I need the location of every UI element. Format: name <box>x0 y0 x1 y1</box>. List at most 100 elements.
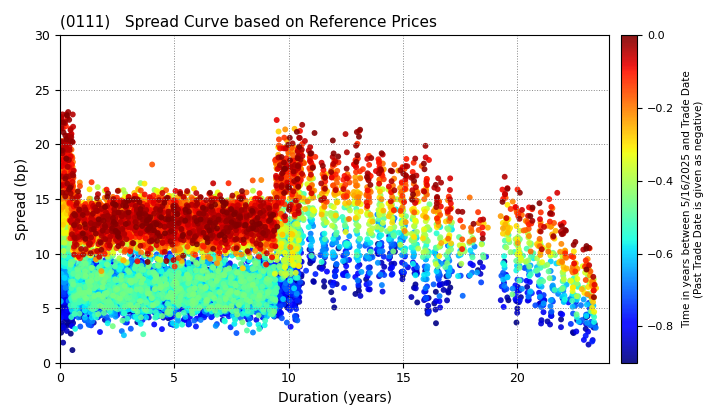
Point <box>143 232 154 239</box>
Point <box>286 285 297 292</box>
Point <box>279 218 290 225</box>
Point <box>244 302 256 309</box>
Point <box>63 144 75 150</box>
Point <box>167 222 179 228</box>
Point <box>194 194 206 201</box>
Point <box>96 275 107 281</box>
Point <box>124 299 135 306</box>
Point <box>257 213 269 219</box>
Point <box>270 286 282 293</box>
Point <box>200 219 212 226</box>
Point <box>104 218 115 225</box>
Point <box>60 242 72 249</box>
Point <box>269 277 281 284</box>
Point <box>68 295 79 302</box>
Point <box>523 293 534 300</box>
Point <box>65 218 76 224</box>
Point <box>72 188 84 195</box>
Point <box>234 199 246 206</box>
Point <box>266 205 278 211</box>
Point <box>64 216 76 223</box>
Point <box>230 307 242 314</box>
Point <box>464 272 476 278</box>
Point <box>188 304 199 310</box>
Point <box>123 273 135 280</box>
Point <box>89 205 101 212</box>
Point <box>57 233 68 240</box>
Point <box>86 218 98 224</box>
Point <box>170 294 181 301</box>
Point <box>474 270 486 277</box>
Point <box>228 305 240 312</box>
Point <box>89 277 101 284</box>
Point <box>258 215 270 222</box>
Point <box>105 220 117 226</box>
Point <box>274 195 286 202</box>
Point <box>258 305 269 312</box>
Point <box>133 226 145 232</box>
Point <box>435 203 446 210</box>
Point <box>478 220 490 227</box>
Point <box>214 289 225 296</box>
Point <box>179 198 190 205</box>
Point <box>208 303 220 310</box>
Point <box>226 280 238 286</box>
Point <box>244 236 256 242</box>
Point <box>400 252 411 259</box>
Point <box>411 209 423 215</box>
Point <box>242 281 253 288</box>
Point <box>305 184 317 191</box>
Point <box>217 285 228 292</box>
Point <box>165 321 176 328</box>
Point <box>132 242 143 249</box>
Point <box>166 215 178 222</box>
Point <box>153 244 165 251</box>
Point <box>375 168 387 175</box>
Point <box>83 231 94 238</box>
Point <box>306 182 318 189</box>
Point <box>109 290 120 297</box>
Point <box>91 287 103 294</box>
Point <box>400 163 411 169</box>
Point <box>270 264 282 271</box>
Point <box>192 218 204 225</box>
Point <box>132 226 143 232</box>
Point <box>184 286 196 292</box>
Point <box>180 221 192 228</box>
Point <box>274 164 285 171</box>
Point <box>431 224 443 231</box>
Point <box>165 254 176 260</box>
Point <box>203 270 215 276</box>
Point <box>70 207 81 214</box>
Point <box>143 225 155 232</box>
Point <box>123 281 135 288</box>
Point <box>98 209 109 215</box>
Point <box>69 218 81 225</box>
Point <box>513 277 525 284</box>
Point <box>132 260 143 267</box>
Point <box>188 283 199 289</box>
Point <box>207 199 218 205</box>
Point <box>374 241 385 248</box>
Point <box>125 223 136 230</box>
Point <box>208 224 220 231</box>
Point <box>195 264 207 270</box>
Point <box>260 217 271 223</box>
Point <box>208 274 220 281</box>
Point <box>119 230 130 236</box>
Point <box>98 276 109 283</box>
Point <box>236 274 248 281</box>
Point <box>221 308 233 315</box>
Point <box>112 228 123 235</box>
Point <box>135 224 146 231</box>
Point <box>352 270 364 277</box>
Point <box>320 218 331 225</box>
Point <box>208 270 220 277</box>
Point <box>152 257 163 264</box>
Point <box>107 252 119 259</box>
Point <box>192 274 204 281</box>
Point <box>88 203 99 210</box>
Point <box>182 249 194 255</box>
Point <box>361 236 373 243</box>
Point <box>232 289 243 296</box>
